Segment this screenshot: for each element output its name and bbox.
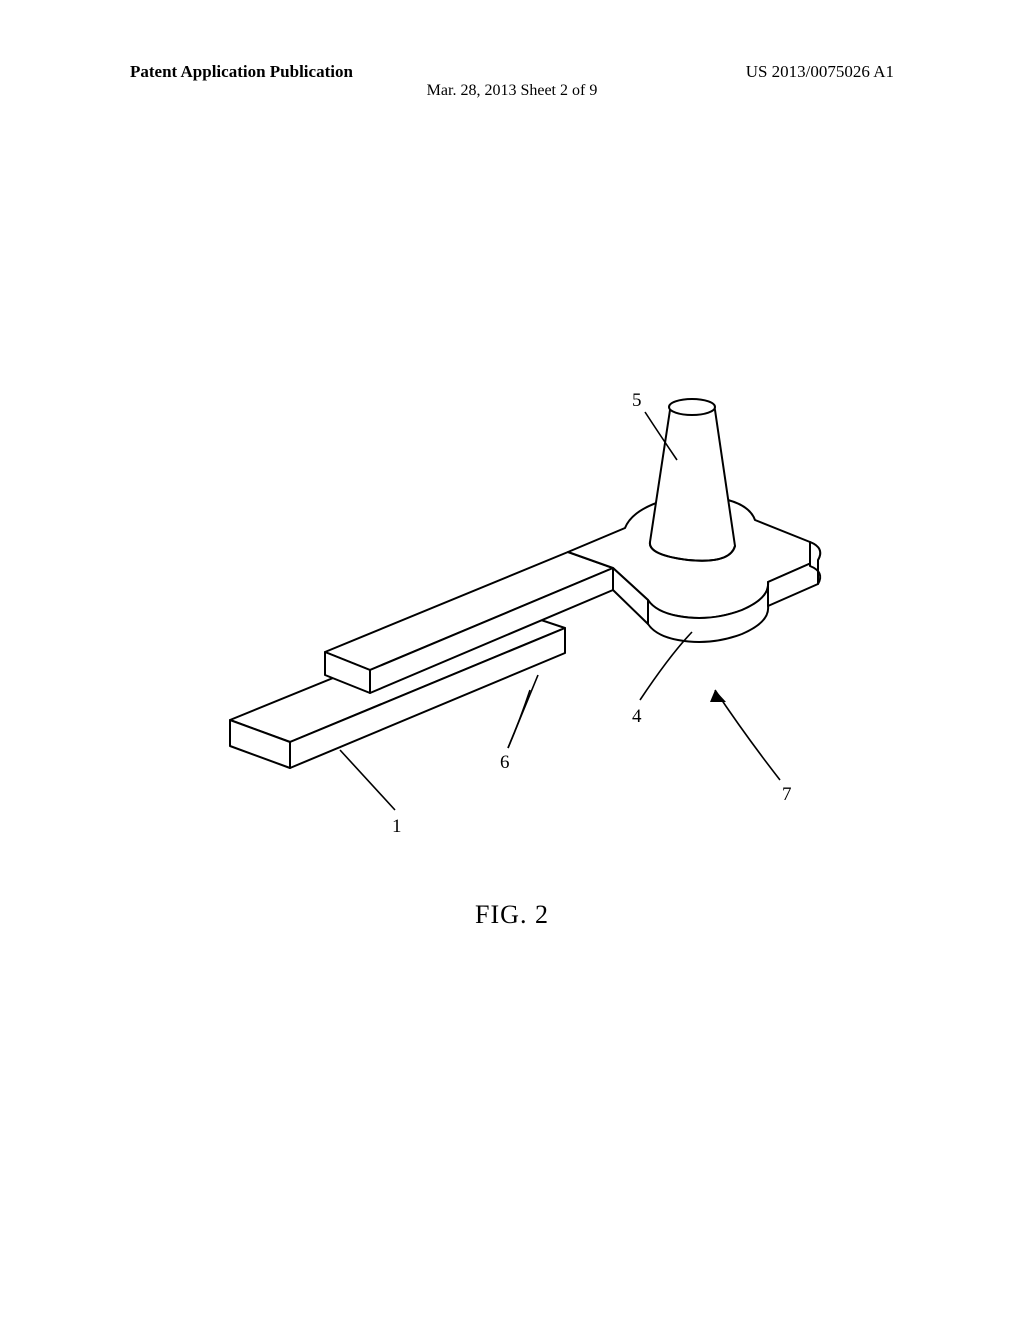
part-5-cone-body bbox=[650, 401, 735, 561]
part-5-cone-top bbox=[669, 399, 715, 415]
page-root: Patent Application Publication US 2013/0… bbox=[0, 0, 1024, 1320]
header-left: Patent Application Publication bbox=[130, 62, 353, 82]
label-1: 1 bbox=[392, 816, 402, 837]
leader-7 bbox=[715, 690, 780, 780]
leader-6b bbox=[508, 675, 538, 748]
leader-7-arrow bbox=[710, 690, 726, 702]
header-row: Patent Application Publication US 2013/0… bbox=[0, 62, 1024, 82]
leader-1 bbox=[340, 750, 395, 810]
label-6: 6 bbox=[500, 752, 510, 773]
figure-svg: 5 4 6 1 7 bbox=[170, 350, 850, 890]
label-4: 4 bbox=[632, 706, 642, 727]
label-7: 7 bbox=[782, 784, 792, 805]
figure-area: 5 4 6 1 7 bbox=[170, 350, 850, 890]
figure-caption: FIG. 2 bbox=[0, 900, 1024, 930]
label-5: 5 bbox=[632, 390, 642, 411]
header-center: Mar. 28, 2013 Sheet 2 of 9 bbox=[0, 82, 1024, 100]
page-header: Patent Application Publication US 2013/0… bbox=[0, 62, 1024, 82]
leader-4 bbox=[640, 632, 692, 700]
header-right: US 2013/0075026 A1 bbox=[746, 62, 894, 82]
